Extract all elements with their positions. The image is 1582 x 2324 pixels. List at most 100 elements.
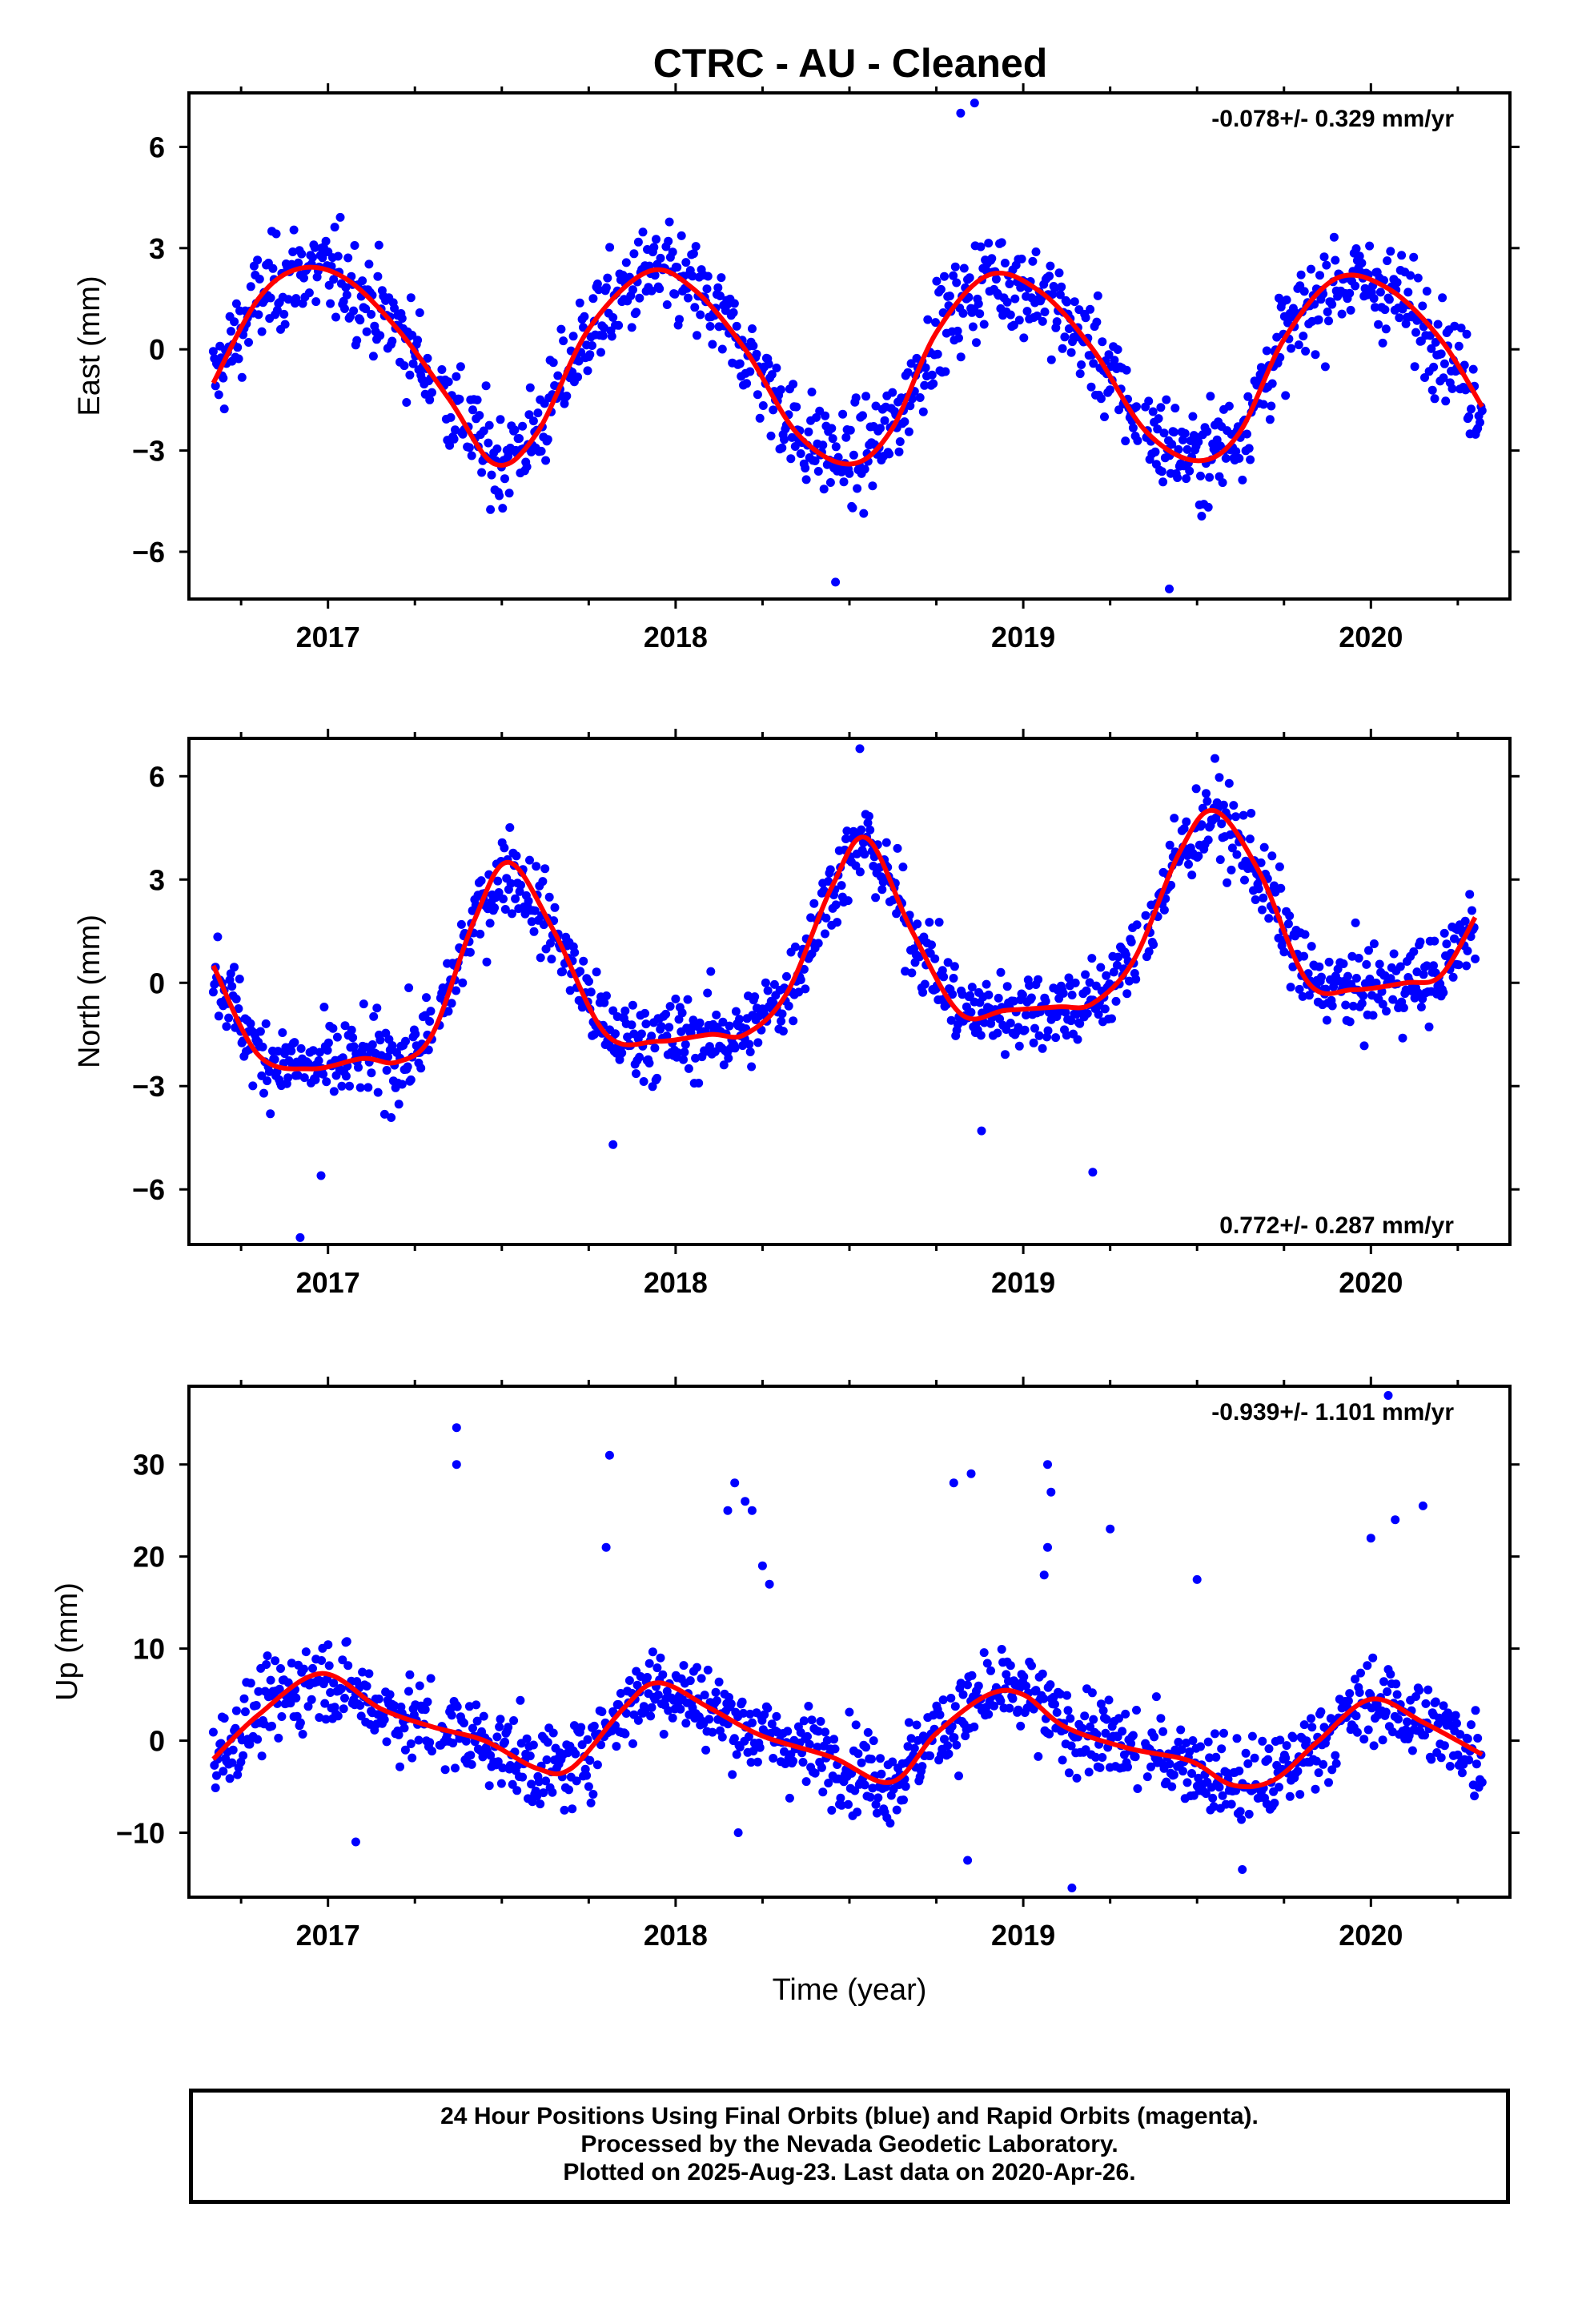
data-point [1368, 1653, 1378, 1663]
data-point [452, 986, 461, 995]
data-point [794, 987, 804, 997]
data-point [753, 390, 762, 400]
data-point [1046, 355, 1056, 364]
data-point [1022, 307, 1032, 316]
data-point [755, 1743, 765, 1752]
data-point [950, 262, 960, 271]
data-point [456, 919, 466, 929]
data-point [416, 1063, 426, 1073]
velocity-annotation: -0.078+/- 0.329 mm/yr [1211, 106, 1454, 132]
data-point [354, 1063, 363, 1072]
data-point [428, 1747, 436, 1756]
data-point [726, 1699, 736, 1709]
data-point [239, 1694, 249, 1703]
data-point [777, 443, 787, 452]
data-point [1030, 1023, 1039, 1033]
data-point [588, 1790, 598, 1799]
data-point [1463, 946, 1472, 955]
data-point [1319, 1759, 1328, 1769]
data-point [1002, 982, 1012, 991]
data-point [829, 1735, 839, 1744]
data-point [693, 1663, 701, 1672]
data-point [1039, 1694, 1049, 1703]
data-point [927, 940, 936, 950]
data-point [536, 1799, 545, 1809]
data-point [790, 942, 800, 951]
data-point [544, 892, 554, 902]
outlier-point [956, 108, 966, 118]
data-point [1034, 1751, 1043, 1761]
data-point [490, 903, 500, 913]
data-point [1413, 273, 1423, 283]
data-point [504, 1723, 513, 1732]
data-point [688, 271, 697, 281]
data-point [1046, 261, 1055, 271]
data-point [374, 240, 383, 250]
data-point [1357, 259, 1367, 267]
x-tick-label: 2019 [991, 1266, 1055, 1299]
data-point [1345, 1017, 1355, 1027]
data-point [1445, 1762, 1455, 1771]
data-point [1158, 1727, 1168, 1736]
data-point [522, 462, 532, 472]
data-point [258, 1042, 267, 1051]
data-point [1238, 475, 1247, 485]
data-point [1058, 1755, 1067, 1765]
data-point [863, 1727, 873, 1737]
data-point [712, 1010, 721, 1019]
data-point [1089, 359, 1098, 368]
data-point [428, 388, 436, 397]
data-point [1084, 1767, 1094, 1777]
data-point [963, 1680, 972, 1690]
data-point [283, 1073, 293, 1083]
data-point [670, 289, 680, 299]
data-point [954, 1771, 963, 1781]
data-point [1371, 303, 1379, 312]
data-point [1064, 1768, 1074, 1778]
data-point [493, 876, 503, 886]
data-point [588, 341, 596, 350]
data-point [525, 383, 535, 392]
data-point [1018, 990, 1027, 999]
data-point [350, 241, 359, 250]
outlier-point [1046, 1487, 1056, 1497]
data-point [655, 284, 665, 293]
data-point [789, 1756, 798, 1766]
data-point [1060, 332, 1070, 342]
data-point [918, 987, 928, 997]
data-point [447, 1711, 456, 1720]
data-point [560, 1805, 569, 1815]
data-point [752, 349, 761, 359]
data-point [1203, 427, 1212, 436]
data-point [1182, 444, 1192, 454]
data-point [648, 1647, 657, 1657]
fit-curve [211, 1671, 1484, 1790]
data-point [828, 434, 837, 444]
data-point [825, 865, 835, 875]
data-point [735, 359, 745, 368]
data-point [1121, 436, 1130, 446]
data-point [643, 1673, 652, 1682]
data-point [278, 1028, 287, 1037]
data-point [1311, 1756, 1321, 1766]
data-point [1066, 1714, 1075, 1723]
data-point [952, 1740, 962, 1750]
data-point [1464, 412, 1474, 421]
data-point [379, 1715, 389, 1724]
data-point [542, 1755, 552, 1764]
data-point [404, 1687, 413, 1696]
data-point [227, 327, 235, 336]
data-point [254, 1687, 263, 1696]
data-point [1433, 320, 1443, 329]
data-point [231, 995, 241, 1003]
data-point [1275, 1735, 1285, 1745]
data-point [1285, 911, 1295, 921]
y-tick-label: 3 [149, 232, 165, 265]
data-point [729, 1734, 739, 1743]
data-point [984, 1710, 994, 1719]
data-point [641, 1019, 651, 1029]
data-point [505, 822, 515, 832]
data-point [691, 1053, 701, 1063]
data-point [956, 352, 966, 362]
data-point [1027, 1661, 1036, 1671]
